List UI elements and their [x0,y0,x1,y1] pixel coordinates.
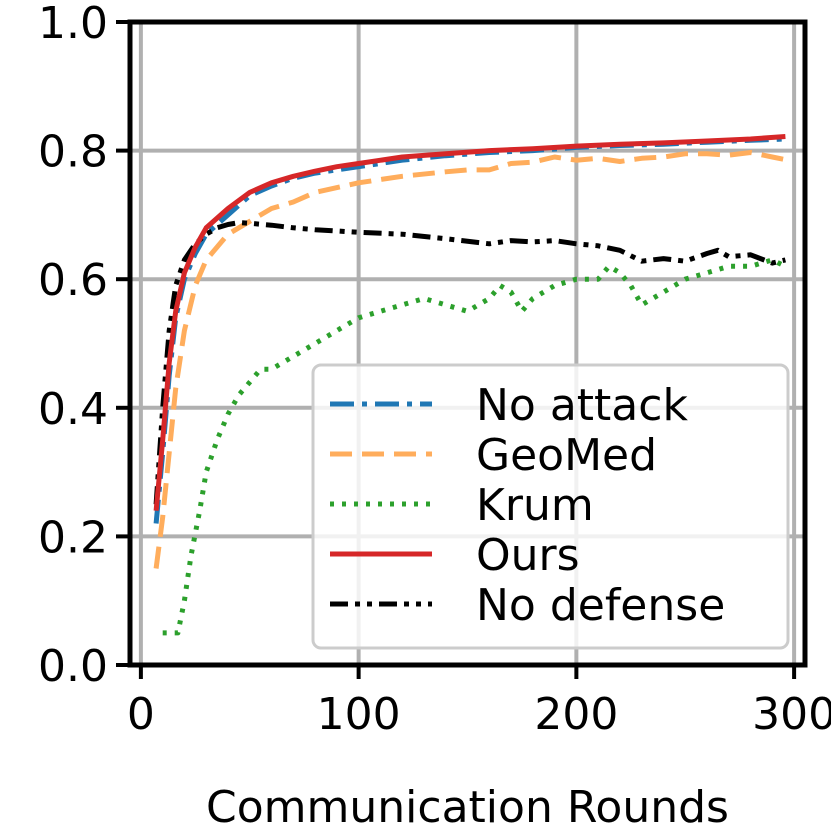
series-line-ours [153,134,786,511]
y-tick-label: 0.6 [38,255,108,306]
legend-label: Krum [476,480,594,531]
x-tick-label: 100 [317,689,401,740]
x-tick-label: 0 [127,689,155,740]
y-tick-label: 1.0 [38,0,108,49]
legend-label: No defense [476,580,725,631]
y-tick-label: 0.8 [38,127,108,178]
legend-label: GeoMed [476,430,657,481]
series-layer [153,134,787,636]
x-tick-label: 300 [752,689,831,740]
ticks: 0 100 200 300 0.0 0.2 0.4 0.6 0.8 1.0 [38,0,831,740]
x-tick-label: 200 [534,689,618,740]
plot-frame [127,19,808,668]
x-axis-title: Communication Rounds [206,782,729,833]
y-tick-label: 0.4 [38,384,108,435]
series-line-geomed [153,150,786,569]
legend-box [311,363,790,650]
legend-label: Ours [476,530,580,581]
legend-label: No attack [476,380,688,431]
y-tick-label: 0.0 [38,641,108,692]
y-tick-label: 0.2 [38,512,108,563]
